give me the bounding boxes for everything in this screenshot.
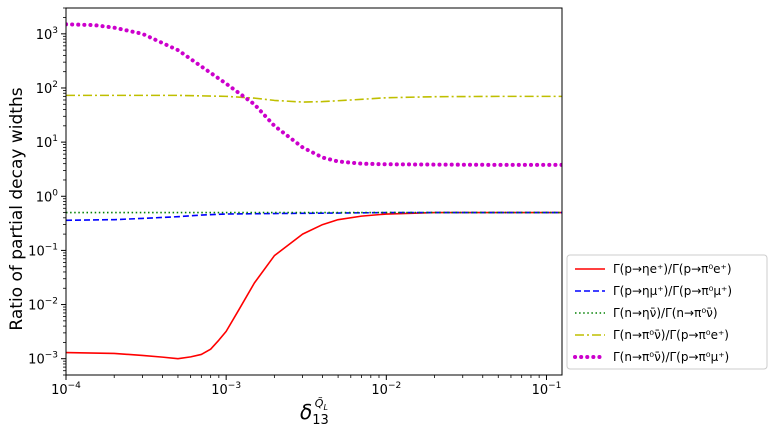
legend-label-5: Γ(n→π⁰ν̄)/Γ(p→π⁰μ⁺)	[613, 350, 729, 364]
plot-frame	[65, 7, 563, 376]
series-line-2	[66, 211, 562, 222]
y-tick-label-5: 101	[36, 134, 58, 151]
legend-label-1: Γ(p→ηe⁺)/Γ(p→π⁰e⁺)	[613, 262, 732, 276]
x-tick-label-2: 10−3	[211, 381, 241, 398]
x-tick-label-3: 10−2	[371, 381, 401, 398]
series-line-5	[66, 22, 562, 167]
x-tick-label-4: 10−1	[532, 381, 562, 398]
y-tick-label-6: 102	[36, 80, 58, 97]
y-axis-label: Ratio of partial decay widths	[7, 87, 27, 330]
x-axis-label: δ13Q̃L	[300, 397, 329, 428]
y-tick-label-2: 10−2	[28, 297, 58, 314]
series-line-1	[66, 211, 562, 360]
legend-label-3: Γ(n→ην̄)/Γ(n→π⁰ν̄)	[613, 306, 718, 320]
series-line-4	[66, 94, 562, 103]
legend: Γ(p→ηe⁺)/Γ(p→π⁰e⁺) Γ(p→ημ⁺)/Γ(p→π⁰μ⁺) Γ(n→…	[566, 254, 768, 370]
y-tick-label-4: 100	[36, 188, 59, 205]
legend-label-2: Γ(p→ημ⁺)/Γ(p→π⁰μ⁺)	[613, 284, 732, 298]
x-tick-label-1: 10−4	[51, 381, 81, 398]
axes: 10−4 10−3 10−2 10−1 10−3 10−2 10−1 100 101 102 103	[28, 7, 563, 398]
y-tick-label-7: 103	[36, 26, 58, 43]
legend-label-4: Γ(n→π⁰ν̄)/Γ(p→π⁰e⁺)	[613, 328, 729, 342]
plot-area	[66, 22, 562, 360]
y-tick-label-1: 10−3	[28, 351, 58, 368]
y-tick-label-3: 10−1	[28, 242, 58, 259]
legend-box	[566, 254, 768, 370]
